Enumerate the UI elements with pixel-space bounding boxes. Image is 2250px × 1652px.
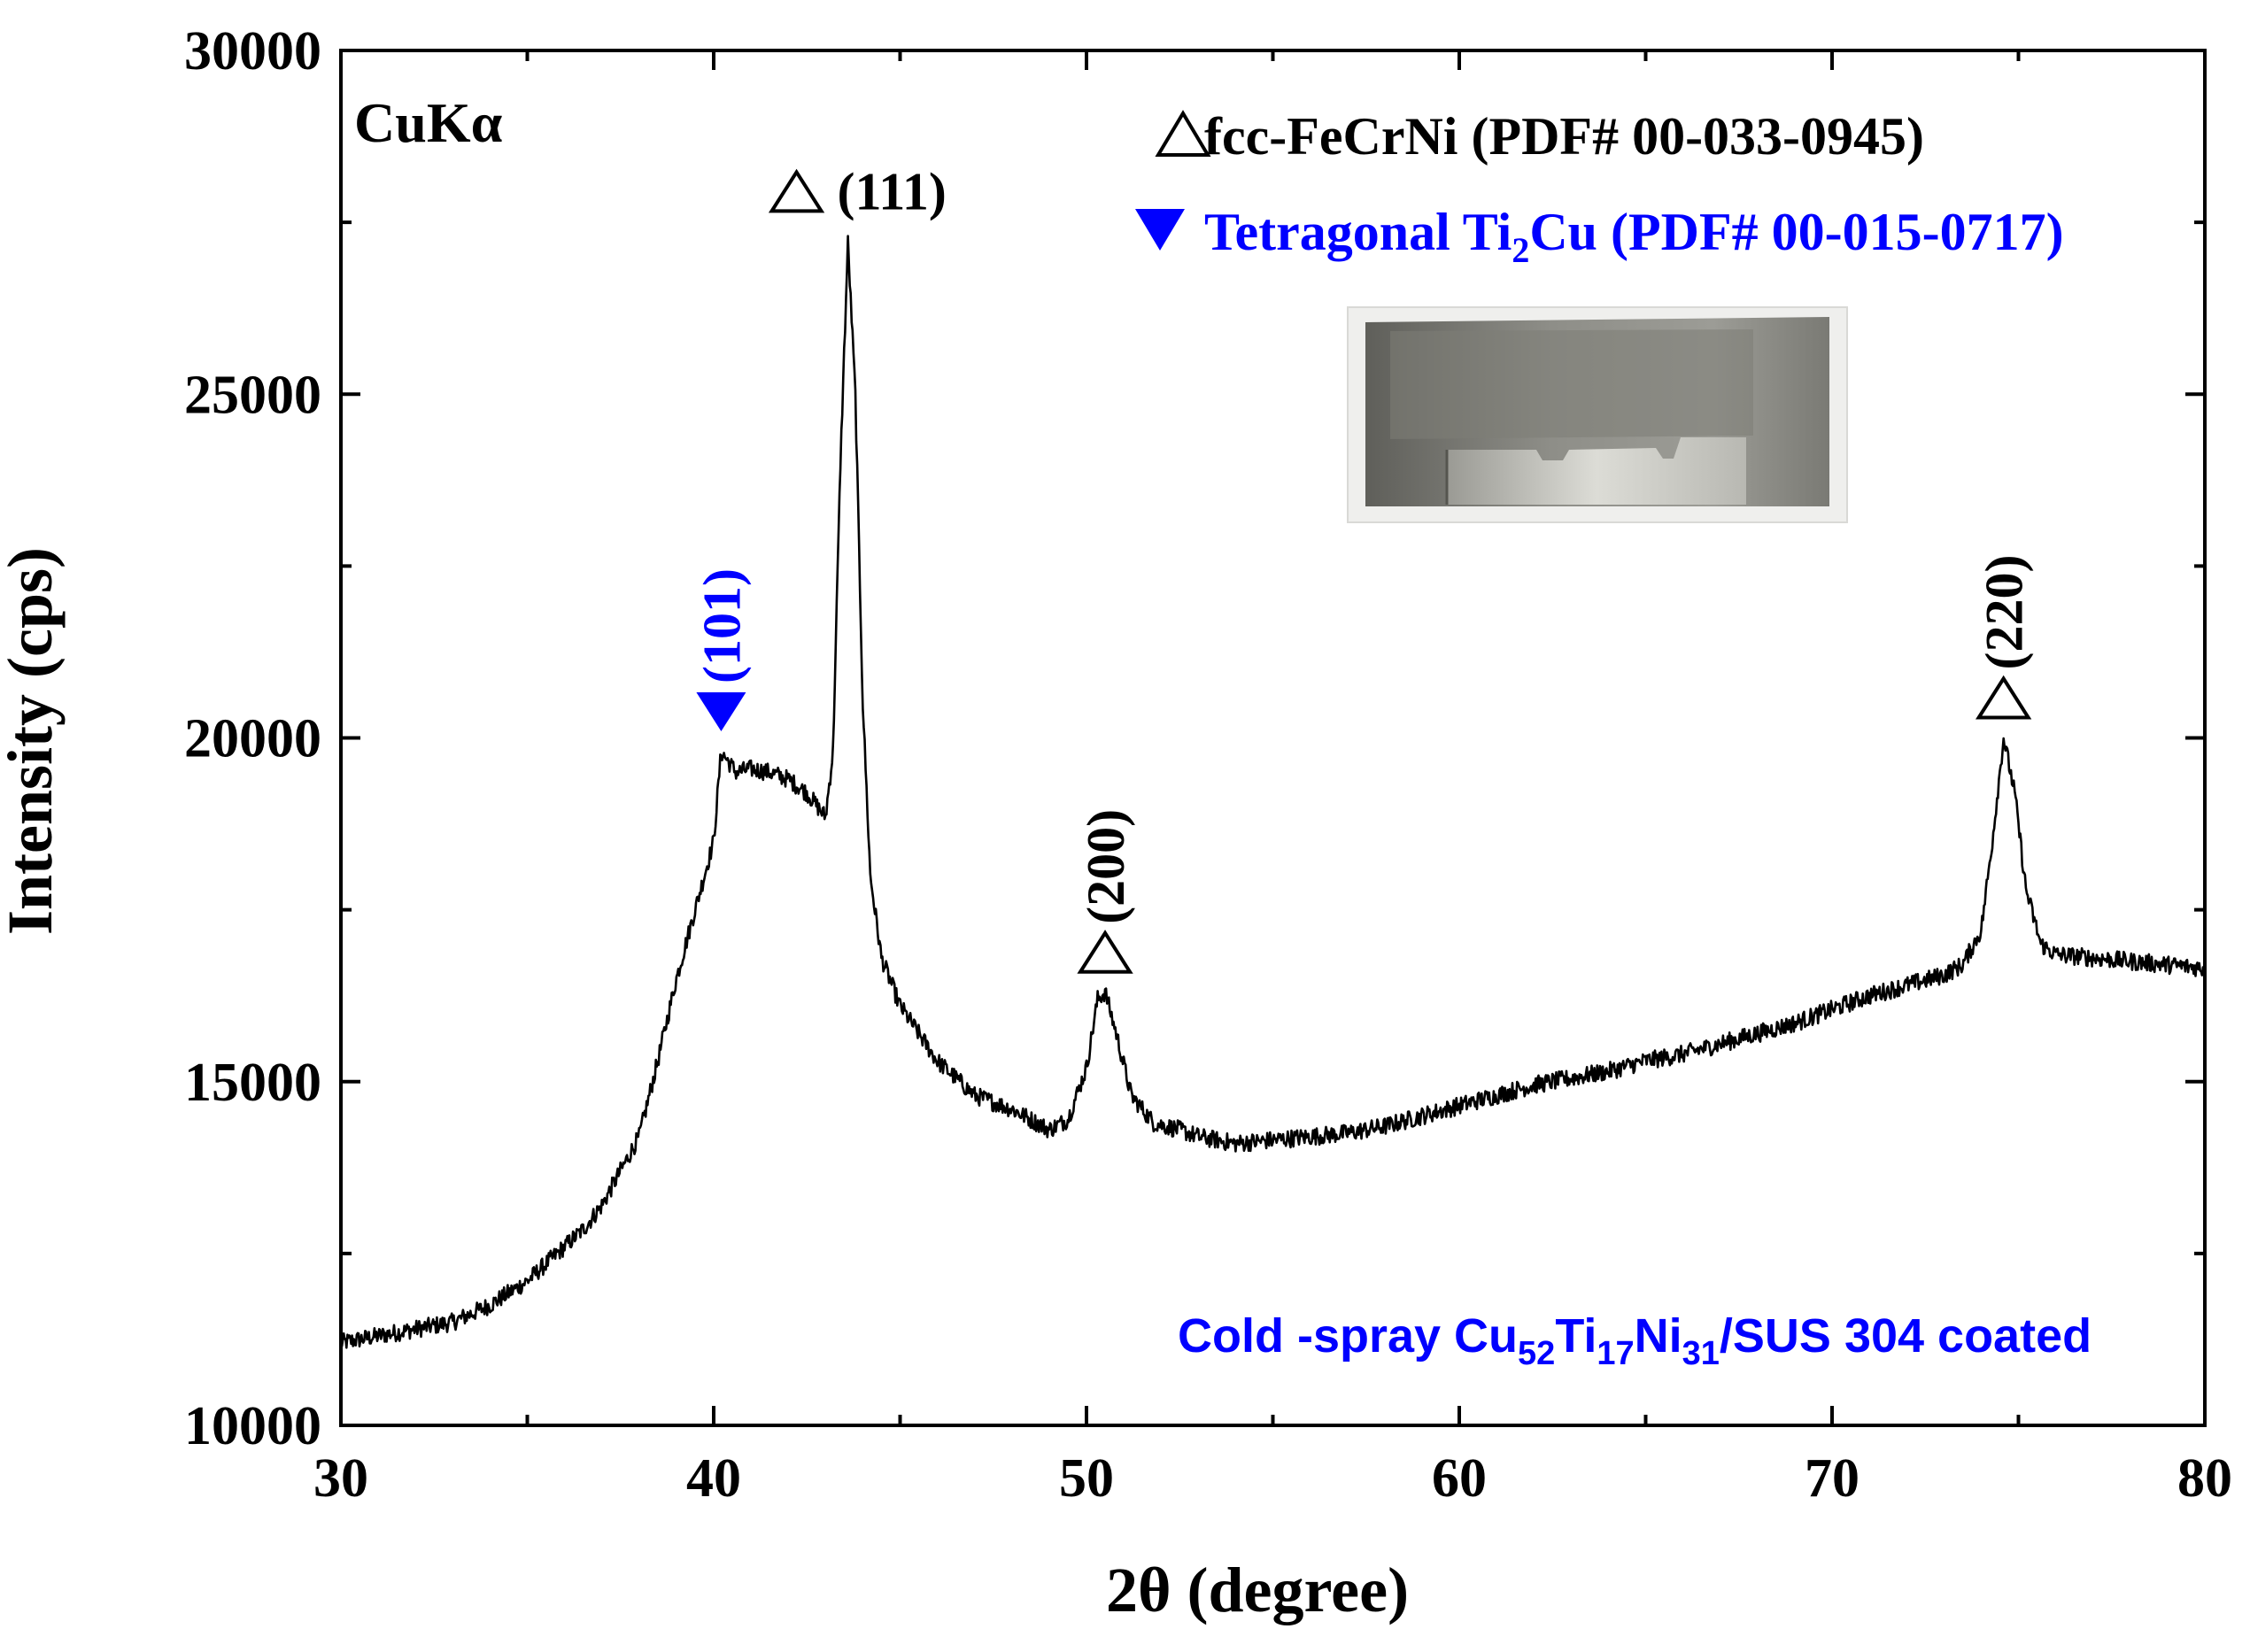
radiation-label: CuKα — [354, 91, 503, 154]
y-tick-label: 15000 — [184, 1053, 321, 1113]
y-tick-label: 30000 — [184, 21, 321, 81]
x-tick-label: 80 — [2177, 1448, 2232, 1509]
legend-label-ti2cu: Tetragonal Ti2Cu (PDF# 00-015-0717) — [1204, 203, 2064, 270]
xrd-pattern-line — [339, 235, 2207, 1349]
y-tick-label: 10000 — [184, 1396, 321, 1456]
axis-tick-labels: 30 40 50 60 70 80 10000 15000 20000 25000 30000 — [184, 21, 2232, 1509]
sample-photo-inset — [1347, 306, 1848, 523]
filled-triangle-down-icon — [1135, 209, 1185, 251]
x-axis-label: 2θ (degree) — [1106, 1555, 1409, 1625]
x-tick-label: 40 — [686, 1448, 741, 1509]
peak-label-220: (220) — [1976, 555, 2034, 670]
plot-frame — [339, 49, 2207, 1427]
peak-label-101: (101) — [692, 568, 751, 683]
y-tick-label: 25000 — [184, 365, 321, 425]
peak-111-marker-icon — [768, 168, 825, 213]
legend-entry-fcc: fcc-FeCrNi (PDF# 00-033-0945) — [1155, 107, 1924, 166]
peak-label-111: (111) — [838, 162, 947, 220]
open-triangle-icon — [1155, 110, 1211, 157]
peak-101-marker-icon — [696, 692, 746, 732]
peak-annotations: (101) (111) (200) (220) — [692, 162, 2034, 974]
legend-label-fcc: fcc-FeCrNi (PDF# 00-033-0945) — [1204, 107, 1924, 166]
legend-entry-ti2cu: Tetragonal Ti2Cu (PDF# 00-015-0717) — [1135, 203, 2064, 270]
y-axis-label: Intensity (cps) — [0, 547, 66, 935]
peak-200-marker-icon — [1077, 930, 1133, 974]
peak-label-200: (200) — [1077, 809, 1135, 924]
legend: fcc-FeCrNi (PDF# 00-033-0945) Tetragonal… — [1135, 107, 2064, 270]
x-tick-label: 50 — [1059, 1448, 1114, 1509]
y-tick-label: 20000 — [184, 709, 321, 769]
peak-220-marker-icon — [1976, 675, 2032, 720]
x-tick-label: 60 — [1432, 1448, 1487, 1509]
x-tick-label: 30 — [313, 1448, 368, 1509]
x-tick-label: 70 — [1805, 1448, 1860, 1509]
sample-label: Cold -spray Cu52Ti17Ni31/SUS 304 coated — [1178, 1309, 2091, 1372]
